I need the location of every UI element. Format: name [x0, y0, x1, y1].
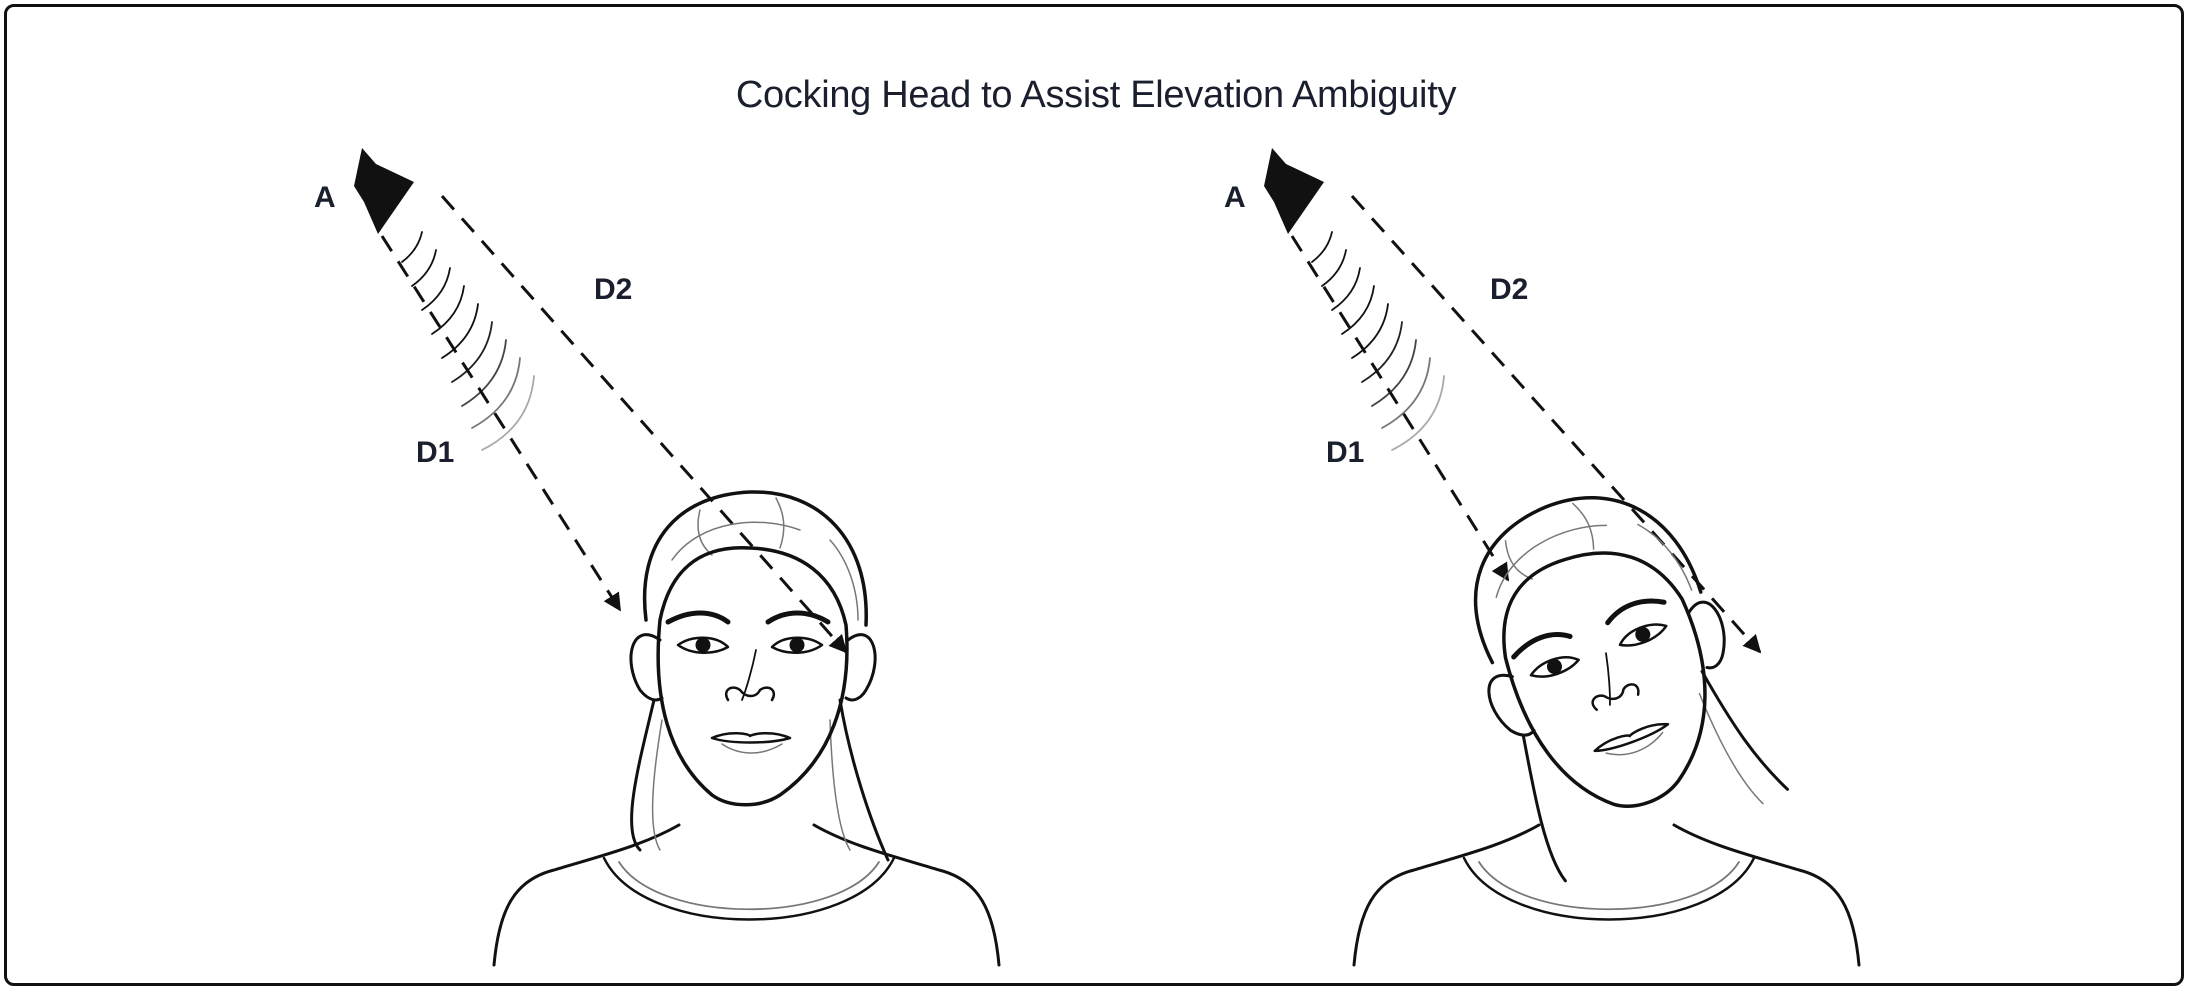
- sound-waves-icon: [401, 231, 535, 451]
- d1-label-right: D1: [1326, 436, 1364, 469]
- speaker-icon: [1264, 148, 1324, 234]
- path-d2-arrow: [440, 195, 848, 654]
- torso-outline: [1352, 823, 1861, 967]
- d2-label-left: D2: [594, 273, 632, 306]
- listener-head-upright: [492, 490, 1001, 967]
- panel-right: A D2 D1: [1224, 148, 1861, 967]
- d1-label-left: D1: [416, 436, 454, 469]
- sound-waves-icon: [1311, 231, 1445, 451]
- path-d1-arrow: [380, 235, 622, 612]
- path-d2-arrow: [1350, 194, 1762, 654]
- speaker-icon: [354, 148, 414, 234]
- path-d1-arrow: [1290, 235, 1510, 582]
- torso-outline: [492, 823, 1001, 967]
- figure-title: Cocking Head to Assist Elevation Ambigui…: [735, 74, 1457, 116]
- figure-frame: [4, 4, 2184, 986]
- source-label-right: A: [1224, 181, 1246, 214]
- panel-left: A D2 D1: [314, 148, 1001, 967]
- source-label-left: A: [314, 181, 336, 214]
- d2-label-right: D2: [1490, 273, 1528, 306]
- listener-head-tilted: [1352, 496, 1861, 967]
